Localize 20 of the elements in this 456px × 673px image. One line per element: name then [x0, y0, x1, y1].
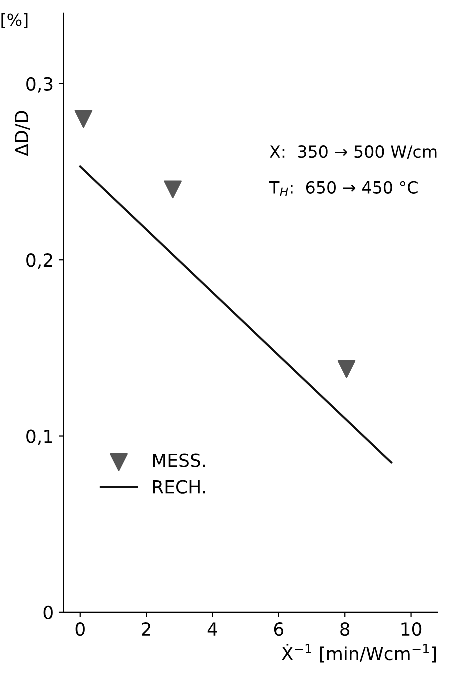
point — [74, 110, 93, 128]
y-tick-label: 0,1 — [26, 430, 52, 446]
x-tick-label: 10 — [402, 622, 422, 636]
y-tick-label: 0 — [44, 606, 53, 620]
point — [338, 360, 356, 378]
legend-label: RECH. — [153, 480, 206, 494]
y-axis-title: ΔD/D — [15, 111, 30, 156]
x-axis-title: Ẋ$^{−1}$ [min/Wcm$^{−1}$] — [282, 644, 436, 663]
annotation: T$_{H}$: 650 → 450 °C — [269, 181, 418, 196]
text: [%] — [2, 13, 28, 28]
y-tick-label: 0,2 — [26, 254, 52, 270]
y-tick-label: 0,3 — [26, 77, 53, 93]
point — [164, 180, 182, 199]
annotation: X: 350 → 500 W/cm — [270, 146, 437, 160]
legend-label: MESS. — [153, 454, 206, 468]
x-tick-label: 2 — [142, 622, 150, 636]
x-tick-label: 8 — [340, 622, 350, 636]
x-tick-label: 4 — [208, 622, 218, 636]
x-tick-label: 0 — [76, 622, 85, 636]
x-tick-label: 6 — [274, 622, 284, 636]
